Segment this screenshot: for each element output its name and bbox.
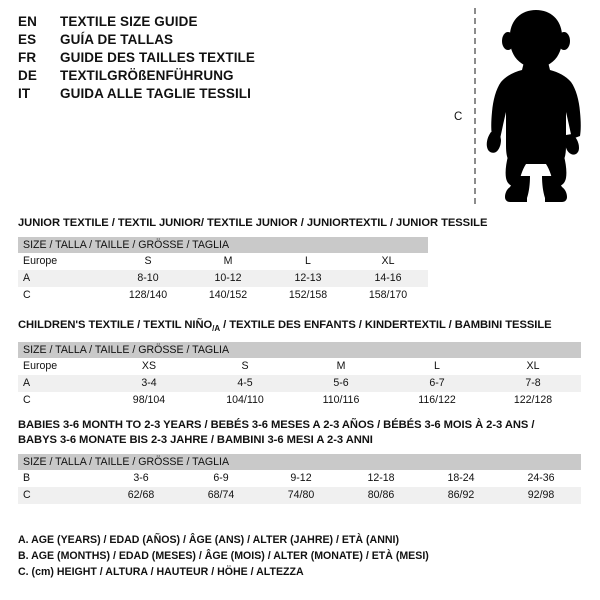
height-dashed-guide-line <box>474 8 476 204</box>
language-row: DE TEXTILGRÖßENFÜHRUNG <box>18 67 318 85</box>
table-cell: 4-5 <box>197 375 293 393</box>
language-title: GUÍA DE TALLAS <box>60 32 174 47</box>
table-cell: 10-12 <box>188 270 268 287</box>
table-cell: 24-36 <box>501 470 582 487</box>
table-row: Europe S M L XL <box>18 253 429 270</box>
language-title: TEXTILGRÖßENFÜHRUNG <box>60 68 234 83</box>
table-cell: M <box>188 253 268 270</box>
row-label: Europe <box>18 253 108 270</box>
table-row: A 8-10 10-12 12-13 14-16 <box>18 270 429 287</box>
section-heading-post: / TEXTILE DES ENFANTS / KINDERTEXTIL / B… <box>220 319 552 331</box>
babies-size-table: SIZE / TALLA / TAILLE / GRÖSSE / TAGLIA … <box>18 454 582 504</box>
row-label: C <box>18 392 101 410</box>
language-row: EN TEXTILE SIZE GUIDE <box>18 13 318 31</box>
table-cell: 8-10 <box>108 270 188 287</box>
table-cell: 158/170 <box>348 287 429 304</box>
table-cell: 12-18 <box>341 470 421 487</box>
table-cell: 80/86 <box>341 487 421 504</box>
table-cell: 152/158 <box>268 287 348 304</box>
table-row: B 3-6 6-9 9-12 12-18 18-24 24-36 <box>18 470 582 487</box>
legend-block: A. AGE (YEARS) / EDAD (AÑOS) / ÂGE (ANS)… <box>18 532 429 580</box>
row-label: B <box>18 470 101 487</box>
table-cell: XS <box>101 358 197 376</box>
child-silhouette-icon <box>486 10 581 202</box>
table-cell: 14-16 <box>348 270 429 287</box>
table-cell: XL <box>348 253 429 270</box>
section-childrens-textile: CHILDREN'S TEXTILE / TEXTIL NIÑO/A / TEX… <box>18 318 582 410</box>
table-cell: 86/92 <box>421 487 501 504</box>
table-cell: 140/152 <box>188 287 268 304</box>
table-cell: L <box>268 253 348 270</box>
table-row: Europe XS S M L XL <box>18 358 582 376</box>
language-code: FR <box>18 50 37 65</box>
table-band-label: SIZE / TALLA / TAILLE / GRÖSSE / TAGLIA <box>18 342 582 359</box>
table-cell: XL <box>485 358 582 376</box>
table-cell: 110/116 <box>293 392 389 410</box>
language-row: ES GUÍA DE TALLAS <box>18 31 318 49</box>
table-cell: S <box>197 358 293 376</box>
height-marker-label: C <box>454 111 463 123</box>
table-row: C 128/140 140/152 152/158 158/170 <box>18 287 429 304</box>
table-cell: 6-9 <box>181 470 261 487</box>
table-cell: M <box>293 358 389 376</box>
table-cell: 98/104 <box>101 392 197 410</box>
row-label: A <box>18 375 101 393</box>
section-heading-line-2: BABYS 3-6 MONATE BIS 2-3 JAHRE / BAMBINI… <box>18 434 373 446</box>
table-cell: 104/110 <box>197 392 293 410</box>
table-cell: 7-8 <box>485 375 582 393</box>
section-babies-textile: BABIES 3-6 MONTH TO 2-3 YEARS / BEBÉS 3-… <box>18 418 582 504</box>
table-cell: L <box>389 358 485 376</box>
legend-row-c: C. (cm) HEIGHT / ALTURA / HAUTEUR / HÖHE… <box>18 566 304 578</box>
language-title: GUIDA ALLE TAGLIE TESSILI <box>60 86 251 101</box>
table-cell: 128/140 <box>108 287 188 304</box>
legend-row-b: B. AGE (MONTHS) / EDAD (MESES) / ÂGE (MO… <box>18 550 429 562</box>
table-band-row: SIZE / TALLA / TAILLE / GRÖSSE / TAGLIA <box>18 237 429 253</box>
section-heading-pre: CHILDREN'S TEXTILE / TEXTIL NIÑO <box>18 319 213 331</box>
table-row: C 62/68 68/74 74/80 80/86 86/92 92/98 <box>18 487 582 504</box>
table-band-label: SIZE / TALLA / TAILLE / GRÖSSE / TAGLIA <box>18 237 429 253</box>
table-band-row: SIZE / TALLA / TAILLE / GRÖSSE / TAGLIA <box>18 454 582 470</box>
language-row: FR GUIDE DES TAILLES TEXTILE <box>18 49 318 67</box>
table-cell: 122/128 <box>485 392 582 410</box>
table-cell: 116/122 <box>389 392 485 410</box>
language-title: GUIDE DES TAILLES TEXTILE <box>60 50 256 65</box>
section-junior-textile: JUNIOR TEXTILE / TEXTIL JUNIOR/ TEXTILE … <box>18 216 487 304</box>
table-cell: 5-6 <box>293 375 389 393</box>
language-code: EN <box>18 14 37 29</box>
table-cell: 92/98 <box>501 487 582 504</box>
table-cell: S <box>108 253 188 270</box>
table-cell: 12-13 <box>268 270 348 287</box>
table-cell: 68/74 <box>181 487 261 504</box>
legend-row-a: A. AGE (YEARS) / EDAD (AÑOS) / ÂGE (ANS)… <box>18 534 399 546</box>
row-label: Europe <box>18 358 101 376</box>
language-code: DE <box>18 68 37 83</box>
row-label: C <box>18 487 101 504</box>
table-cell: 74/80 <box>261 487 341 504</box>
row-label: A <box>18 270 108 287</box>
section-heading-line-1: BABIES 3-6 MONTH TO 2-3 YEARS / BEBÉS 3-… <box>18 419 535 431</box>
language-code: ES <box>18 32 37 47</box>
section-heading: JUNIOR TEXTILE / TEXTIL JUNIOR/ TEXTILE … <box>18 217 488 229</box>
table-cell: 62/68 <box>101 487 181 504</box>
table-cell: 9-12 <box>261 470 341 487</box>
section-heading-subscript: /A <box>212 324 221 334</box>
table-band-label: SIZE / TALLA / TAILLE / GRÖSSE / TAGLIA <box>18 454 582 470</box>
language-title: TEXTILE SIZE GUIDE <box>60 14 198 29</box>
table-cell: 18-24 <box>421 470 501 487</box>
language-code: IT <box>18 86 31 101</box>
row-label: C <box>18 287 108 304</box>
language-row: IT GUIDA ALLE TAGLIE TESSILI <box>18 85 318 103</box>
table-cell: 3-4 <box>101 375 197 393</box>
table-cell: 6-7 <box>389 375 485 393</box>
table-row: A 3-4 4-5 5-6 6-7 7-8 <box>18 375 582 393</box>
height-illustration: C <box>440 6 595 206</box>
table-cell: 3-6 <box>101 470 181 487</box>
table-row: C 98/104 104/110 110/116 116/122 122/128 <box>18 392 582 410</box>
language-title-block: EN TEXTILE SIZE GUIDE ES GUÍA DE TALLAS … <box>18 13 318 103</box>
table-band-row: SIZE / TALLA / TAILLE / GRÖSSE / TAGLIA <box>18 342 582 359</box>
children-size-table: SIZE / TALLA / TAILLE / GRÖSSE / TAGLIA … <box>18 342 582 410</box>
junior-size-table: SIZE / TALLA / TAILLE / GRÖSSE / TAGLIA … <box>18 237 429 304</box>
section-heading: CHILDREN'S TEXTILE / TEXTIL NIÑO/A / TEX… <box>18 318 581 336</box>
